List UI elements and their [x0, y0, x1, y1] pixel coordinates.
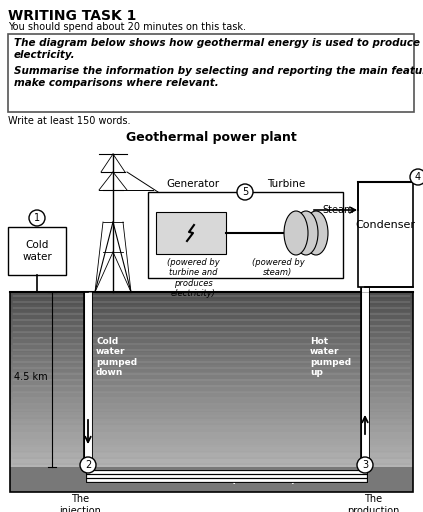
Text: Cold
water
pumped
down: Cold water pumped down: [96, 337, 137, 377]
Bar: [10, 467, 413, 492]
Bar: [10, 291, 413, 298]
Ellipse shape: [284, 211, 308, 255]
Bar: [148, 192, 343, 278]
Bar: [10, 318, 413, 325]
Bar: [358, 182, 413, 287]
Bar: [10, 358, 413, 366]
Text: (powered by
turbine and
produces
electricity): (powered by turbine and produces electri…: [167, 258, 220, 298]
Bar: [10, 458, 413, 465]
Text: Cold
water: Cold water: [22, 240, 52, 262]
Bar: [10, 298, 413, 305]
Bar: [10, 478, 413, 485]
Circle shape: [357, 457, 373, 473]
Bar: [10, 331, 413, 338]
Text: Condenser: Condenser: [355, 220, 415, 229]
Bar: [10, 485, 413, 492]
Circle shape: [237, 184, 253, 200]
Bar: [10, 438, 413, 445]
Bar: [156, 212, 226, 254]
Bar: [10, 325, 413, 332]
Text: 4.5 km: 4.5 km: [14, 372, 48, 382]
Text: Geothermal zone (hot rocks): Geothermal zone (hot rocks): [127, 475, 296, 484]
Circle shape: [80, 457, 96, 473]
Text: Write at least 150 words.: Write at least 150 words.: [8, 116, 131, 126]
Text: (powered by
steam): (powered by steam): [252, 258, 305, 278]
Text: make comparisons where relevant.: make comparisons where relevant.: [14, 78, 219, 88]
Text: 3: 3: [362, 460, 368, 470]
Text: 4: 4: [415, 172, 421, 182]
Text: The diagram below shows how geothermal energy is used to produce: The diagram below shows how geothermal e…: [14, 38, 420, 48]
Bar: [8, 227, 66, 275]
Bar: [10, 378, 413, 386]
Bar: [10, 311, 413, 318]
Text: Hot
water
pumped
up: Hot water pumped up: [310, 337, 351, 377]
Text: 1: 1: [34, 213, 40, 223]
Text: Steam: Steam: [322, 205, 354, 215]
Text: Summarise the information by selecting and reporting the main features, and: Summarise the information by selecting a…: [14, 66, 423, 76]
Bar: [8, 34, 414, 112]
Bar: [10, 372, 413, 379]
Text: Generator: Generator: [166, 179, 220, 189]
Bar: [10, 365, 413, 372]
Bar: [10, 465, 413, 472]
Bar: [10, 305, 413, 312]
Circle shape: [410, 169, 423, 185]
Bar: [10, 385, 413, 392]
Text: Turbine: Turbine: [267, 179, 305, 189]
Ellipse shape: [294, 211, 318, 255]
Bar: [10, 398, 413, 406]
Text: The
production
well: The production well: [347, 494, 399, 512]
Bar: [10, 412, 413, 419]
Text: Geothermal power plant: Geothermal power plant: [126, 131, 297, 144]
Text: 2: 2: [85, 460, 91, 470]
Bar: [10, 418, 413, 425]
Bar: [10, 345, 413, 352]
Bar: [10, 405, 413, 412]
Text: The
injection
well: The injection well: [59, 494, 101, 512]
Text: WRITING TASK 1: WRITING TASK 1: [8, 9, 136, 23]
Text: 5: 5: [242, 187, 248, 197]
Bar: [10, 425, 413, 432]
Bar: [10, 472, 413, 479]
Bar: [10, 445, 413, 452]
Text: You should spend about 20 minutes on this task.: You should spend about 20 minutes on thi…: [8, 22, 246, 32]
Circle shape: [29, 210, 45, 226]
Bar: [10, 392, 413, 399]
Bar: [10, 352, 413, 359]
Text: electricity.: electricity.: [14, 50, 76, 60]
Bar: [10, 338, 413, 345]
Ellipse shape: [304, 211, 328, 255]
Bar: [10, 432, 413, 439]
Bar: [10, 452, 413, 459]
Bar: [10, 292, 413, 492]
